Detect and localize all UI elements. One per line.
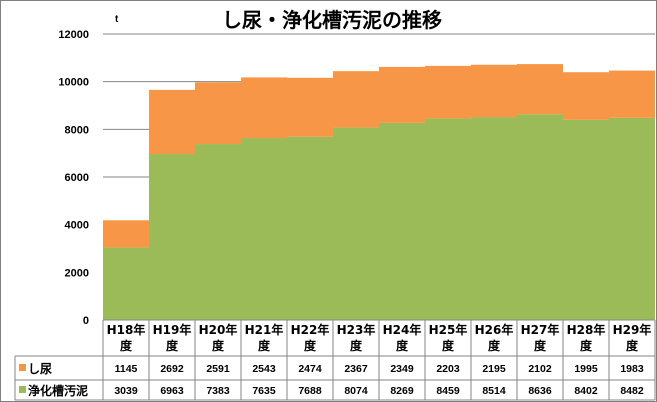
bars (103, 64, 655, 321)
legend-key (19, 364, 26, 371)
y-tick-label: 12000 (58, 29, 89, 41)
bar-segment (287, 77, 333, 137)
data-table-value: 8459 (436, 385, 460, 397)
data-table-value: 7635 (252, 385, 276, 397)
y-tick-label: 6000 (65, 172, 89, 184)
data-table-value: 1145 (115, 363, 138, 375)
y-tick-label: 2000 (65, 267, 89, 279)
x-category-label: H23年度 (337, 322, 376, 353)
bar-segment (149, 154, 195, 320)
y-tick-label: 10000 (58, 77, 89, 89)
bar-segment (287, 136, 333, 320)
x-category-label: H21年度 (245, 322, 284, 353)
data-table-value: 1983 (620, 363, 644, 375)
data-table-value: 8636 (528, 385, 552, 397)
x-category-label: H20年度 (199, 322, 238, 353)
bar-segment (471, 64, 517, 118)
x-category-label: H18年度 (107, 322, 146, 353)
y-axis-tick-labels: 0 2000 4000 6000 8000 10000 12000 (58, 29, 89, 327)
data-table: H18年度H19年度H20年度H21年度H22年度H23年度H24年度H25年度… (14, 319, 656, 401)
bar-segment (609, 70, 655, 118)
data-table-value: 6963 (160, 385, 184, 397)
bar-segment (425, 65, 471, 119)
bar-segment (471, 117, 517, 320)
bar-segment (149, 89, 195, 155)
x-category-label: H27年度 (521, 322, 560, 353)
chart-title: し尿・浄化槽汚泥の推移 (222, 8, 442, 32)
x-category-label: H24年度 (383, 322, 422, 353)
data-table-value: 7383 (206, 385, 230, 397)
data-table-value: 3039 (114, 385, 138, 397)
data-table-value: 2543 (252, 363, 276, 375)
bar-segment (241, 138, 287, 320)
data-table-value: 2692 (160, 363, 184, 375)
x-category-label: H28年度 (567, 322, 606, 353)
legend-series-name: し尿 (28, 361, 52, 376)
bar-segment (517, 64, 563, 115)
data-table-value: 2203 (436, 363, 460, 375)
data-table-value: 2591 (206, 363, 230, 375)
bar-segment (333, 71, 379, 128)
data-table-value: 8514 (482, 385, 506, 397)
bar-segment (517, 114, 563, 321)
x-category-label: H22年度 (291, 322, 330, 353)
bar-segment (103, 220, 149, 248)
x-category-label: H19年度 (153, 322, 192, 353)
x-category-label: H26年度 (475, 322, 514, 353)
bar-segment (609, 117, 655, 320)
bar-segment (563, 72, 609, 120)
unit-label: t (115, 14, 119, 25)
bar-segment (425, 118, 471, 321)
data-table-value: 8269 (390, 385, 414, 397)
data-table-value: 1995 (574, 363, 598, 375)
data-table-value: 2102 (528, 363, 552, 375)
data-table-value: 2349 (390, 363, 414, 375)
x-category-label: H25年度 (429, 322, 468, 353)
x-category-label: H29年度 (613, 322, 652, 353)
bar-segment (379, 66, 425, 123)
data-table-value: 8402 (574, 385, 598, 397)
legend-series-name: 浄化槽汚泥 (28, 383, 88, 398)
y-tick-label: 0 (83, 315, 89, 327)
bar-segment (333, 127, 379, 320)
data-table-value: 2367 (344, 363, 368, 375)
bar-segment (195, 82, 241, 145)
bar-segment (563, 119, 609, 320)
bar-segment (103, 247, 149, 320)
bar-segment (379, 122, 425, 320)
data-table-value: 8074 (344, 385, 368, 397)
data-table-value: 8482 (620, 385, 644, 397)
data-table-value: 2474 (298, 363, 322, 375)
bar-segment (241, 77, 287, 139)
data-table-value: 7688 (298, 385, 322, 397)
y-tick-label: 8000 (65, 124, 89, 136)
legend-key (19, 386, 26, 393)
bar-segment (195, 144, 241, 320)
data-table-value: 2195 (482, 363, 506, 375)
y-tick-label: 4000 (65, 220, 89, 232)
